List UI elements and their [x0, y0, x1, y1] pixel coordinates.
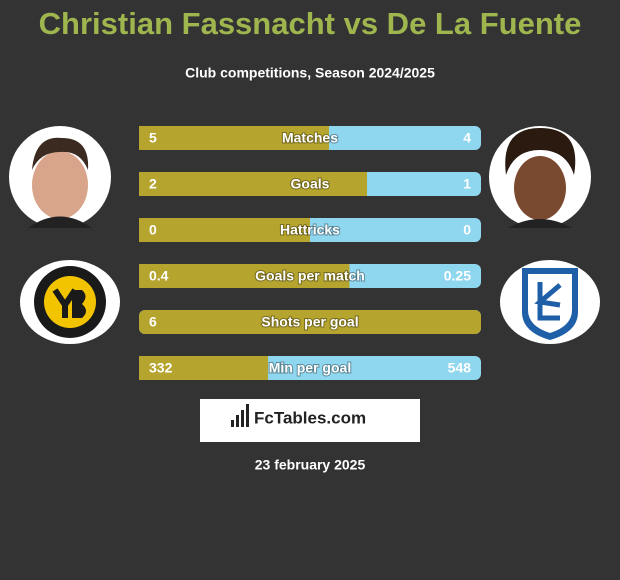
left-bar-cap — [139, 264, 145, 288]
left-value: 6 — [149, 314, 157, 330]
right-value: 0.25 — [444, 268, 471, 284]
left-bar-cap — [139, 172, 145, 196]
right-value: 548 — [448, 360, 472, 376]
brand-icon — [231, 404, 249, 427]
left-value: 332 — [149, 360, 173, 376]
left-bar — [139, 172, 367, 196]
right-value: 1 — [463, 176, 471, 192]
stat-label: Goals per match — [255, 268, 365, 284]
left-bar — [139, 264, 350, 288]
stat-label: Matches — [282, 130, 338, 146]
left-bar-cap — [139, 356, 145, 380]
right-player-photo — [489, 126, 591, 228]
left-bar — [139, 310, 481, 334]
stat-label: Min per goal — [269, 360, 351, 376]
stat-label: Hattricks — [280, 222, 340, 238]
left-bar-cap — [139, 126, 145, 150]
left-bar — [139, 126, 329, 150]
left-bar — [139, 218, 310, 242]
left-club-logo — [20, 260, 120, 344]
left-value: 0 — [149, 222, 157, 238]
stat-label: Goals — [291, 176, 330, 192]
right-value: 0 — [463, 222, 471, 238]
left-value: 2 — [149, 176, 157, 192]
left-bar — [139, 356, 269, 380]
left-bar-cap — [139, 218, 145, 242]
date: 23 february 2025 — [255, 457, 366, 473]
stat-label: Shots per goal — [261, 314, 358, 330]
subtitle: Club competitions, Season 2024/2025 — [185, 65, 435, 81]
brand-name: FcTables.com — [254, 408, 366, 427]
left-value: 5 — [149, 130, 157, 146]
right-club-logo — [500, 260, 600, 344]
title: Christian Fassnacht vs De La Fuente — [39, 6, 582, 41]
left-value: 0.4 — [149, 268, 169, 284]
right-value: 4 — [463, 130, 471, 146]
stat-rows: 5 4 Matches 2 1 Goals 0 0 Hattricks 0.4 0.25 Goals … — [139, 126, 481, 380]
left-player-photo — [9, 126, 111, 228]
